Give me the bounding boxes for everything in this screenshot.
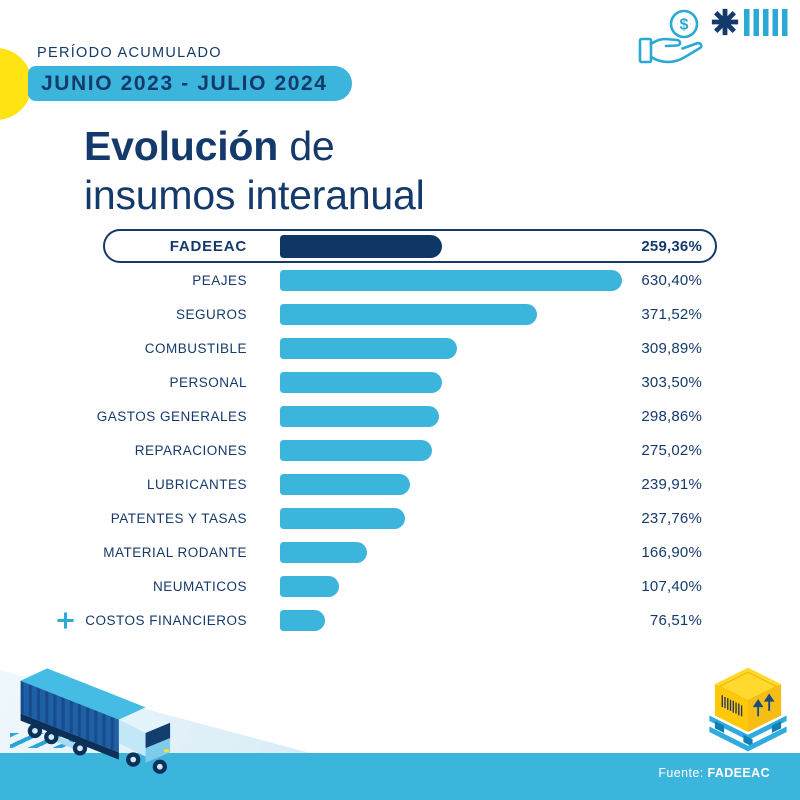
bar-value: 298,86%: [641, 407, 702, 425]
bar-value: 239,91%: [641, 475, 702, 493]
title-rest: de: [278, 123, 335, 169]
bar-value: 309,89%: [641, 339, 702, 357]
bar-track: [280, 609, 633, 631]
bar: [280, 575, 339, 597]
bar-label: PEAJES: [105, 273, 280, 288]
period-badge: JUNIO 2023 - JULIO 2024: [28, 66, 352, 101]
bar-label: GASTOS GENERALES: [97, 409, 280, 424]
bar-label-text: REPARACIONES: [134, 442, 247, 458]
truck-illustration: [20, 668, 171, 774]
chart-row-lubricantes: LUBRICANTES 239,91%: [103, 467, 717, 501]
bar-value: 371,52%: [641, 305, 702, 323]
bar-value: 107,40%: [641, 577, 702, 595]
pallet-box-illustration: [709, 667, 787, 752]
bar-track: [280, 473, 633, 495]
bar: [280, 609, 325, 631]
title-line2: insumos interanual: [84, 172, 425, 218]
bar-label-text: NEUMATICOS: [152, 578, 247, 594]
bar-label-text: MATERIAL RODANTE: [103, 544, 247, 560]
bar: [280, 473, 410, 495]
bar-value: 166,90%: [641, 543, 702, 561]
bar-chart: FADEEAC 259,36% PEAJES 630,40% SEGUROS 3…: [57, 229, 717, 637]
bar-label: COSTOS FINANCIEROS: [57, 611, 280, 630]
chart-row-gastos-generales: GASTOS GENERALES 298,86%: [97, 399, 717, 433]
bar-track: [280, 303, 633, 325]
bar-label-text: FADEEAC: [169, 237, 247, 255]
chart-row-seguros: SEGUROS 371,52%: [103, 297, 717, 331]
bar: [280, 303, 537, 325]
bar-label: PERSONAL: [105, 375, 280, 390]
bar-label: NEUMATICOS: [105, 579, 280, 594]
bar-label: REPARACIONES: [105, 443, 280, 458]
source-value: FADEEAC: [707, 766, 770, 780]
bar-label-text: PATENTES Y TASAS: [110, 510, 247, 526]
bar-value: 275,02%: [641, 441, 702, 459]
bar-track: [280, 269, 633, 291]
bar: [280, 541, 367, 563]
chart-row-peajes: PEAJES 630,40%: [103, 263, 717, 297]
bar-value: 630,40%: [641, 271, 702, 289]
bar: [280, 507, 405, 529]
bar-track: [280, 371, 633, 393]
bar: [280, 269, 622, 291]
bar-value: 237,76%: [641, 509, 702, 527]
bar: [280, 371, 442, 393]
chart-row-combustible: COMBUSTIBLE 309,89%: [103, 331, 717, 365]
bar-track: [280, 234, 633, 258]
bar: [280, 337, 457, 359]
hand-coin-icon: $: [638, 9, 703, 64]
bar: [280, 234, 442, 258]
bar-label-text: LUBRICANTES: [146, 476, 247, 492]
bar-track: [280, 507, 633, 529]
asterisk-icon: [711, 8, 739, 36]
bar-track: [280, 439, 633, 461]
coin-dollar-symbol: $: [680, 17, 689, 34]
bar-track: [280, 337, 633, 359]
bar-value: 259,36%: [641, 237, 702, 255]
bar-label-text: PERSONAL: [169, 374, 247, 390]
bar-value: 303,50%: [641, 373, 702, 391]
bar-label-text: PEAJES: [192, 272, 247, 288]
bar-value: 76,51%: [649, 611, 702, 629]
chart-row-costos-financieros: COSTOS FINANCIEROS 76,51%: [57, 603, 717, 637]
page-title: Evolución de insumos interanual: [84, 122, 425, 220]
chart-row-patentes-y-tasas: PATENTES Y TASAS 237,76%: [103, 501, 717, 535]
bar-label: SEGUROS: [105, 307, 280, 322]
chart-row-personal: PERSONAL 303,50%: [103, 365, 717, 399]
bar: [280, 405, 439, 427]
bar-lines-icon: [744, 9, 788, 36]
source-label: Fuente:: [658, 766, 704, 780]
bar-label: PATENTES Y TASAS: [105, 511, 280, 526]
bar-track: [280, 575, 633, 597]
source-credit: Fuente: FADEEAC: [658, 766, 770, 780]
bar-label-text: COSTOS FINANCIEROS: [85, 612, 247, 628]
bar-label: FADEEAC: [105, 238, 280, 255]
chart-row-neumaticos: NEUMATICOS 107,40%: [103, 569, 717, 603]
chart-row-material-rodante: MATERIAL RODANTE 166,90%: [103, 535, 717, 569]
bar-label: LUBRICANTES: [105, 477, 280, 492]
chart-row-fadeeac: FADEEAC 259,36%: [103, 229, 717, 263]
plus-icon: [57, 611, 74, 629]
bar-label: MATERIAL RODANTE: [103, 544, 280, 560]
bar-label-text: COMBUSTIBLE: [144, 340, 247, 356]
bar: [280, 439, 432, 461]
bar-track: [280, 405, 633, 427]
bar-label-text: GASTOS GENERALES: [96, 408, 247, 424]
title-bold: Evolución: [84, 123, 279, 169]
bar-label-text: SEGUROS: [175, 306, 247, 322]
period-kicker: PERÍODO ACUMULADO: [37, 45, 222, 61]
chart-row-reparaciones: REPARACIONES 275,02%: [103, 433, 717, 467]
bar-track: [280, 541, 633, 563]
bar-label: COMBUSTIBLE: [105, 341, 280, 356]
